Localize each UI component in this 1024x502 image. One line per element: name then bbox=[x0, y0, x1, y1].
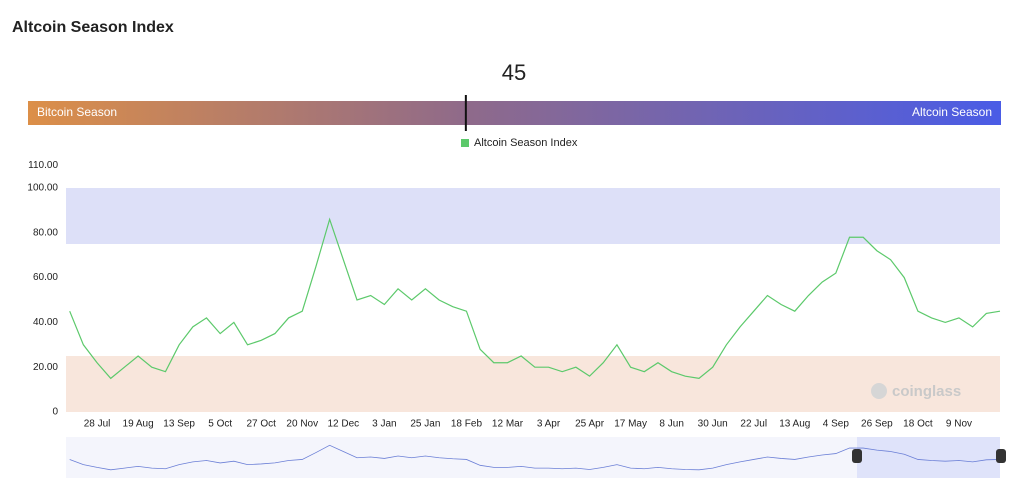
legend-label: Altcoin Season Index bbox=[474, 137, 578, 149]
gauge-left-label: Bitcoin Season bbox=[37, 105, 117, 119]
x-tick-label: 18 Oct bbox=[903, 419, 933, 430]
x-tick-label: 9 Nov bbox=[946, 419, 972, 430]
y-tick-label: 80.00 bbox=[33, 227, 58, 238]
x-tick-label: 4 Sep bbox=[823, 419, 850, 430]
y-tick-label: 0 bbox=[52, 407, 58, 418]
x-tick-label: 27 Oct bbox=[246, 419, 276, 430]
navigator-line bbox=[69, 444, 1001, 471]
x-tick-label: 18 Feb bbox=[451, 419, 483, 430]
x-tick-label: 3 Jan bbox=[372, 419, 396, 430]
x-tick-label: 12 Mar bbox=[492, 419, 524, 430]
gauge-right-label: Altcoin Season bbox=[912, 105, 992, 119]
band bbox=[66, 188, 1000, 244]
y-tick-label: 110.00 bbox=[28, 160, 58, 171]
x-tick-label: 25 Jan bbox=[410, 419, 440, 430]
gauge-bar bbox=[28, 101, 1001, 125]
navigator-handle[interactable] bbox=[996, 449, 1006, 463]
x-tick-label: 28 Jul bbox=[84, 419, 111, 430]
legend-swatch bbox=[461, 139, 469, 147]
x-tick-label: 8 Jun bbox=[659, 419, 683, 430]
page-title: Altcoin Season Index bbox=[12, 19, 174, 36]
band bbox=[66, 356, 1000, 412]
navigator-selection[interactable] bbox=[857, 437, 1000, 478]
watermark: coinglass bbox=[892, 383, 961, 400]
x-tick-label: 26 Sep bbox=[861, 419, 893, 430]
series-line bbox=[69, 217, 1001, 380]
x-tick-label: 3 Apr bbox=[537, 419, 561, 430]
gauge-value: 45 bbox=[502, 60, 526, 85]
x-tick-label: 20 Nov bbox=[286, 419, 318, 430]
navigator-handle[interactable] bbox=[852, 449, 862, 463]
y-tick-label: 40.00 bbox=[33, 317, 58, 328]
x-tick-label: 5 Oct bbox=[208, 419, 232, 430]
x-tick-label: 30 Jun bbox=[698, 419, 728, 430]
x-tick-label: 13 Aug bbox=[779, 419, 810, 430]
y-tick-label: 100.00 bbox=[27, 183, 58, 194]
watermark-logo bbox=[871, 383, 887, 399]
x-tick-label: 25 Apr bbox=[575, 419, 605, 430]
navigator-bg bbox=[66, 437, 1000, 478]
x-tick-label: 13 Sep bbox=[163, 419, 195, 430]
y-tick-label: 20.00 bbox=[33, 362, 58, 373]
x-tick-label: 22 Jul bbox=[740, 419, 767, 430]
x-tick-label: 12 Dec bbox=[327, 419, 359, 430]
x-tick-label: 17 May bbox=[614, 419, 647, 430]
y-tick-label: 60.00 bbox=[33, 272, 58, 283]
x-tick-label: 19 Aug bbox=[123, 419, 154, 430]
